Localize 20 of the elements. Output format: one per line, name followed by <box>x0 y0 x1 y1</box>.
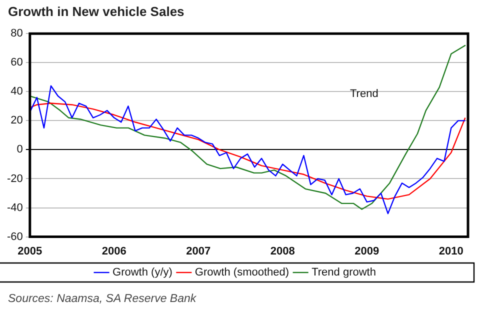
legend-label: Trend growth <box>312 266 376 279</box>
x-tick-label: 2005 <box>18 245 42 258</box>
y-tick-label: 0 <box>16 144 23 156</box>
chart-title: Growth in New vehicle Sales <box>8 4 184 19</box>
legend-label: Growth (y/y) <box>112 266 172 279</box>
x-tick-label: 2008 <box>270 245 295 258</box>
y-tick-label: 60 <box>10 56 23 69</box>
x-tick-label: 2006 <box>102 245 126 258</box>
x-tick-label: 2010 <box>438 245 464 258</box>
y-tick-label: 40 <box>10 86 23 98</box>
y-tick-label: -20 <box>6 172 23 185</box>
y-tick-label: -60 <box>6 230 23 243</box>
annotation: Trend <box>350 88 378 100</box>
y-tick-label: 80 <box>10 28 23 40</box>
legend-label: Growth (smoothed) <box>194 266 290 279</box>
x-tick-label: 2007 <box>186 245 211 258</box>
x-tick-label: 2009 <box>354 245 380 258</box>
source-note: Sources: Naamsa, SA Reserve Bank <box>8 293 196 305</box>
y-tick-label: 20 <box>10 114 23 127</box>
y-tick-label: -40 <box>6 202 23 214</box>
